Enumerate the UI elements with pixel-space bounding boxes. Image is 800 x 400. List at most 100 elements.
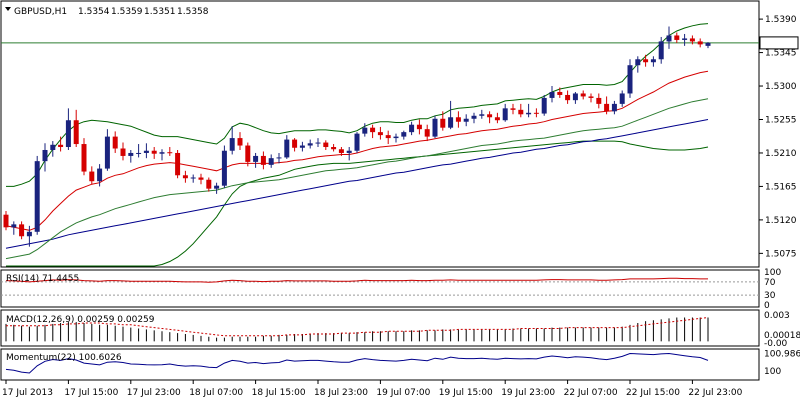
price-axis-label: 1.5120 (765, 216, 797, 226)
candle-body (448, 117, 454, 128)
candle-body (245, 145, 251, 162)
price-axis-label: 1.5210 (765, 149, 797, 159)
price-axis-label: 1.5075 (765, 249, 797, 259)
candle-body (19, 224, 25, 237)
candle-body (136, 152, 142, 154)
candle-body (697, 41, 703, 45)
candle-body (346, 150, 352, 153)
candle-body (73, 120, 79, 145)
candle-body (3, 214, 9, 228)
candle-body (237, 138, 243, 146)
rsi-panel-frame[interactable] (0, 269, 760, 308)
candle-body (377, 132, 383, 136)
rsi-axis-label: 30 (764, 291, 776, 301)
candle-body (518, 109, 524, 115)
candle-body (229, 138, 235, 151)
macd-axis-label: 0.00018 (764, 331, 800, 341)
macd-axis-label: 0.003 (764, 311, 790, 321)
ma-fast-line (5, 70, 709, 231)
candle-body (432, 118, 438, 137)
candle-body (526, 112, 532, 115)
candle-body (268, 158, 274, 165)
candle-body (455, 117, 461, 122)
momentum-axis-label: 100.9863 (764, 349, 800, 359)
time-axis-label: 18 Jul 07:00 (189, 388, 243, 398)
momentum-axis-label: 100 (764, 367, 781, 377)
candle-body (682, 38, 688, 40)
candle-body (354, 133, 360, 151)
candle-body (619, 93, 625, 104)
candle-body (549, 91, 555, 98)
candle-body (338, 149, 344, 153)
macd-series-layer: 0.003 0.00018-0.00 (5, 311, 800, 349)
candle-body (292, 139, 298, 148)
candle-body (323, 142, 329, 148)
candle-body (26, 231, 32, 237)
rsi-title: RSI(14) 71.4455 (6, 274, 79, 284)
price-axis-label: 1.5300 (765, 82, 797, 92)
candle-body (705, 42, 711, 46)
candle-body (557, 91, 563, 95)
candle-body (604, 103, 610, 112)
candle-body (198, 177, 204, 180)
candle-body (143, 150, 149, 153)
candle-body (97, 168, 103, 182)
candle-body (463, 118, 469, 122)
time-axis-label: 17 Jul 15:00 (64, 388, 118, 398)
candle-body (81, 144, 87, 172)
candle-body (42, 149, 48, 162)
candle-body (65, 120, 71, 148)
time-axis-label: 18 Jul 23:00 (314, 388, 368, 398)
candle-body (502, 108, 508, 121)
candle-body (206, 179, 212, 189)
symbol-header: GBPUSD,H1 1.5354 1.5359 1.5351 1.5358 (5, 7, 209, 17)
ma-slow-line (5, 119, 709, 249)
candle-body (214, 185, 220, 189)
high-value: 1.5359 (111, 7, 143, 17)
close-value: 1.5358 (177, 7, 209, 17)
candle-body (167, 152, 173, 154)
rsi-axis-label: 70 (764, 278, 776, 288)
time-axis-label: 17 Jul 2013 (2, 388, 53, 398)
candle-body (635, 59, 641, 66)
time-axis-label: 19 Jul 15:00 (439, 388, 493, 398)
candle-body (50, 144, 56, 150)
candle-body (307, 143, 313, 146)
ma-mid-line (5, 98, 709, 260)
candle-body (510, 108, 516, 110)
price-series-layer (1, 23, 759, 267)
candle-body (401, 132, 407, 137)
candle-body (627, 65, 633, 94)
time-axis-label: 22 Jul 07:00 (564, 388, 618, 398)
momentum-line (5, 352, 709, 374)
candle-body (471, 115, 477, 119)
candle-body (331, 147, 337, 150)
momentum-series-layer: 100.9863 100 (5, 349, 800, 377)
candle-body (104, 136, 110, 169)
price-panel-frame[interactable] (0, 0, 760, 268)
time-axis-label: 19 Jul 23:00 (501, 388, 555, 398)
price-axis-label: 1.5390 (765, 15, 797, 25)
time-axis-label: 22 Jul 23:00 (688, 388, 742, 398)
candle-body (533, 112, 539, 114)
candle-body (175, 152, 181, 176)
dropdown-triangle-icon[interactable] (5, 7, 11, 11)
candle-body (666, 35, 672, 42)
candle-body (89, 171, 95, 182)
candle-body (596, 97, 602, 104)
candle-body (120, 148, 126, 156)
macd-signal-line (6, 317, 709, 337)
candle-body (572, 93, 578, 101)
price-axis-label: 1.5345 (765, 49, 797, 59)
candle-body (393, 136, 399, 139)
price-axis-label: 1.5255 (765, 115, 797, 125)
rsi-axis-label: 100 (764, 268, 781, 278)
macd-panel-frame[interactable] (0, 309, 760, 347)
time-axis-label: 19 Jul 07:00 (376, 388, 430, 398)
candle-body (385, 135, 391, 139)
candle-body (221, 150, 227, 186)
candle-body (440, 118, 446, 128)
candle-body (315, 142, 321, 144)
